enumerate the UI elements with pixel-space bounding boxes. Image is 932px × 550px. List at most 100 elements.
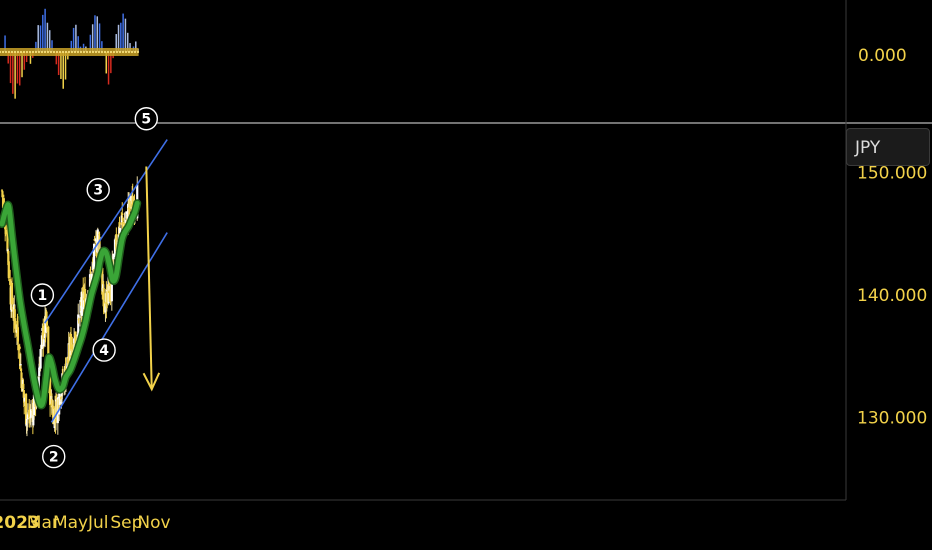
histogram-zero-dot: [115, 50, 119, 54]
wave-label-text: 5: [141, 112, 151, 128]
histogram-zero-dot: [10, 50, 14, 54]
histogram-bar: [29, 52, 32, 64]
candle-body: [33, 391, 36, 416]
candle-body: [101, 267, 104, 295]
histogram-bar: [117, 24, 120, 52]
histogram-zero-dot: [13, 50, 17, 54]
histogram-zero-dot: [34, 50, 38, 54]
histogram-bar: [110, 52, 112, 74]
candle-body: [4, 229, 7, 234]
candle-body: [125, 211, 128, 219]
candle-body: [19, 364, 22, 366]
histogram-bar: [21, 52, 23, 78]
wave-label-text: 4: [99, 343, 109, 359]
candle-body: [29, 409, 33, 418]
wave-label-circle: [134, 107, 159, 131]
histogram-zero-dot: [58, 50, 62, 54]
histogram-zero-dot: [112, 50, 116, 54]
candle-body: [80, 291, 83, 316]
histogram-zero-dot: [103, 50, 107, 54]
histogram-zero-dot: [28, 50, 32, 54]
histogram-bar: [120, 22, 122, 52]
forecast-arrow-shaft: [145, 166, 153, 390]
histogram-zero-dot: [76, 50, 80, 54]
candle-body: [10, 282, 14, 305]
candle-body: [77, 314, 80, 346]
histogram-zero-dot: [0, 50, 2, 54]
candle-body: [109, 289, 112, 302]
candle-body: [2, 198, 5, 207]
histogram-zero-dot: [82, 50, 86, 54]
histogram-zero-dot: [67, 50, 71, 54]
histogram-zero-dot: [40, 50, 44, 54]
histogram-bar: [122, 13, 124, 52]
histogram-zero-dot: [43, 50, 47, 54]
histogram-zero-dot: [49, 50, 53, 54]
histogram-bar: [37, 25, 39, 52]
candle-body: [6, 228, 9, 251]
histogram-bar: [9, 52, 12, 84]
histogram-bar: [44, 8, 46, 53]
histogram-zero-dot: [73, 50, 77, 54]
histogram-panel: [0, 8, 140, 99]
histogram-zero-label: 0.000: [858, 46, 907, 66]
candle-body: [93, 243, 96, 270]
histogram-bar: [62, 52, 64, 89]
wave-labels: 1 2 3 4 5: [30, 107, 159, 469]
price-tick-label: 140.000: [857, 286, 927, 306]
histogram-zero-dot: [70, 50, 74, 54]
histogram-zero-dot: [25, 50, 29, 54]
histogram-zero-dot: [55, 50, 59, 54]
histogram-bar: [135, 41, 137, 52]
candle-body: [38, 367, 41, 377]
histogram-zero-dot: [52, 50, 56, 54]
time-tick-label: Nov: [137, 513, 170, 533]
candle-body: [90, 273, 93, 286]
histogram-bar: [16, 52, 19, 84]
histogram-bar: [64, 52, 67, 80]
candle-body: [69, 333, 73, 357]
histogram-zero-dot: [79, 50, 83, 54]
histogram-bar: [35, 41, 37, 52]
histogram-bar: [91, 24, 94, 52]
histogram-zero-dot: [85, 50, 89, 54]
histogram-zero-dot: [106, 50, 110, 54]
axes: 130.000140.000150.0002023MarMayJulSepNov…: [0, 46, 927, 533]
candle-body: [74, 331, 77, 347]
histogram-bar: [4, 35, 6, 52]
histogram-zero-dot: [94, 50, 98, 54]
candle-body: [1, 191, 4, 198]
histogram-zero-dot: [61, 50, 65, 54]
candle-body: [23, 397, 26, 402]
histogram-zero-dot: [133, 50, 137, 54]
candle-body: [83, 288, 87, 315]
candle-body: [49, 377, 52, 405]
wave-label-circle: [42, 444, 66, 469]
histogram-bar: [18, 52, 21, 86]
histogram-bar: [129, 43, 131, 52]
time-tick-label: May: [53, 513, 88, 533]
time-tick-label: Mar: [27, 513, 59, 533]
histogram-bar: [48, 30, 51, 52]
histogram-bar: [55, 52, 58, 65]
candle-body: [128, 199, 131, 209]
symbol-badge[interactable]: JPY: [846, 128, 930, 166]
candle-body: [131, 195, 134, 214]
price-tick-label: 150.000: [857, 164, 927, 184]
histogram-zero-dot: [64, 50, 68, 54]
candle-body: [96, 229, 99, 244]
histogram-zero-dot: [7, 50, 11, 54]
candle-body: [52, 405, 55, 425]
histogram-bar: [98, 23, 101, 52]
histogram-bar: [124, 18, 127, 52]
candle-body: [47, 326, 50, 365]
candle-body: [78, 316, 82, 318]
histogram-bar: [89, 34, 92, 52]
forecast-arrow-head: [142, 372, 161, 392]
histogram-zero-dot: [127, 50, 131, 54]
histogram-bar: [101, 41, 103, 52]
histogram-zero-dot: [97, 50, 101, 54]
candle-body: [77, 319, 80, 321]
candle-body: [103, 302, 106, 312]
